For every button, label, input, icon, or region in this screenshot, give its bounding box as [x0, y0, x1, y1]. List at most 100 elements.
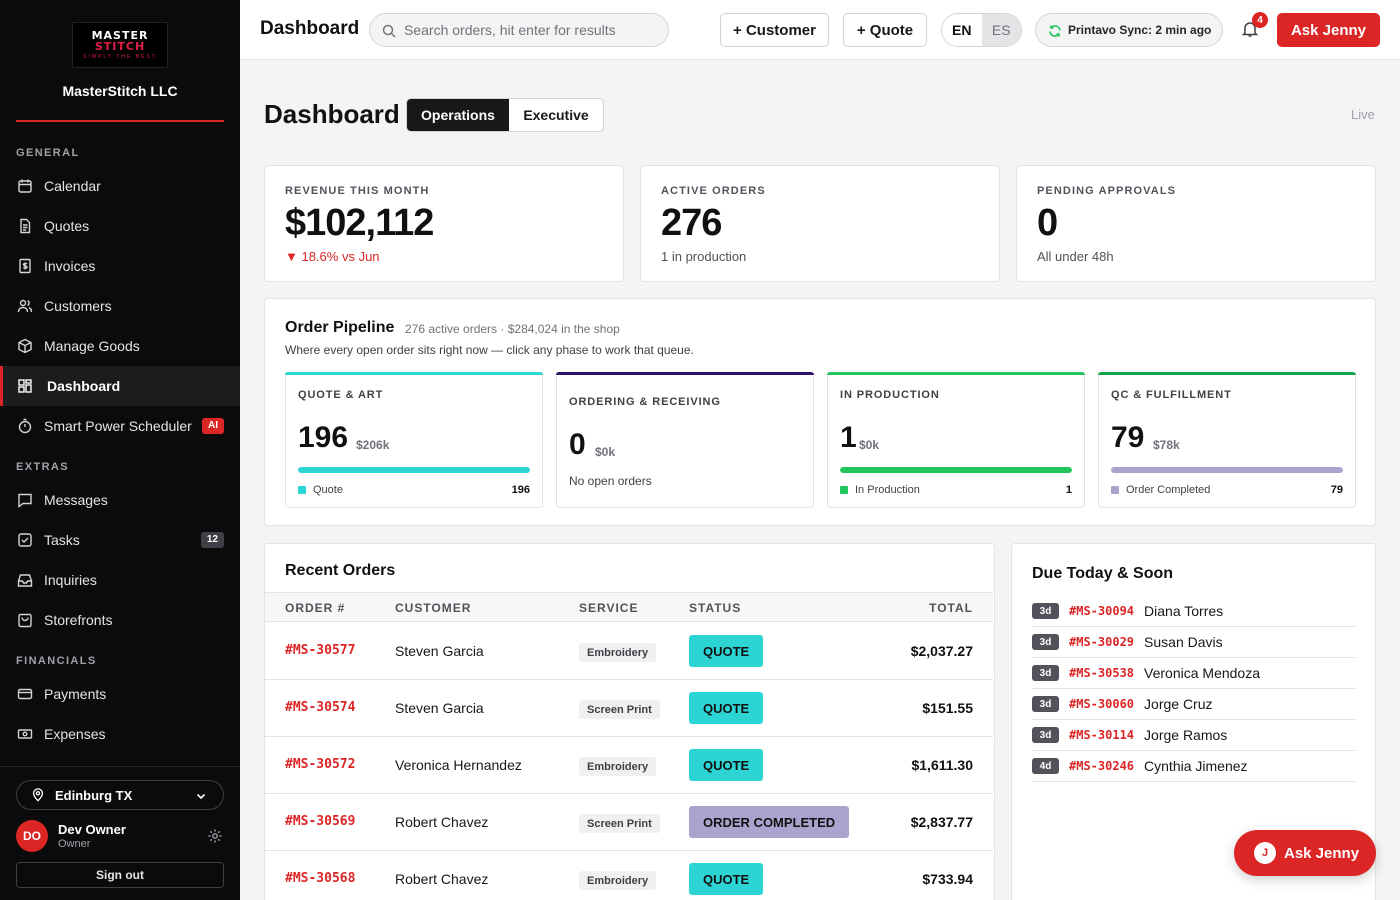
page-title: Dashboard [264, 99, 400, 129]
tab-executive[interactable]: Executive [523, 107, 589, 123]
phase-card-qc-fulfillment[interactable]: QC & FULFILLMENT 79 $78k Order Completed… [1098, 372, 1356, 508]
nav-section-financials: FINANCIALS [16, 655, 97, 667]
order-number-link[interactable]: #MS-30572 [285, 757, 356, 772]
logo-text-top: MASTER [91, 29, 149, 42]
sidebar-item-invoices[interactable]: Invoices [0, 246, 240, 286]
sidebar-item-storefronts[interactable]: Storefronts [0, 600, 240, 640]
nav-section-general: GENERAL [16, 147, 80, 159]
store-icon [18, 613, 32, 628]
stopwatch-icon [18, 418, 32, 434]
table-row[interactable]: #MS-30569 Robert Chavez Screen Print ORDER … [265, 794, 993, 851]
customer-name: Susan Davis [1144, 634, 1223, 650]
status-badge[interactable]: QUOTE [689, 863, 764, 895]
order-number-link[interactable]: #MS-30577 [285, 643, 356, 658]
sidebar-item-quotes[interactable]: Quotes [0, 206, 240, 246]
phase-label: IN PRODUCTION [840, 389, 940, 401]
order-number-link[interactable]: #MS-30569 [285, 814, 356, 829]
list-item[interactable]: 3d #MS-30094 Diana Torres [1032, 596, 1356, 627]
nav-section-extras: EXTRAS [16, 461, 70, 473]
list-item[interactable]: 4d #MS-30246 Cynthia Jimenez [1032, 751, 1356, 782]
sidebar-item-expenses[interactable]: Expenses [0, 714, 240, 754]
add-quote-button[interactable]: + Quote [843, 13, 927, 47]
list-item[interactable]: 3d #MS-30060 Jorge Cruz [1032, 689, 1356, 720]
table-row[interactable]: #MS-30574 Steven Garcia Screen Print QUOTE $… [265, 680, 993, 737]
tab-operations[interactable]: Operations [407, 99, 509, 131]
phase-accent-line [827, 372, 1085, 375]
column-header[interactable]: CUSTOMER [395, 601, 472, 615]
list-item[interactable]: 3d #MS-30538 Veronica Mendoza [1032, 658, 1356, 689]
due-age-badge: 3d [1032, 634, 1059, 650]
topbar-title: Dashboard [260, 18, 360, 39]
kpi-card-active-orders[interactable]: ACTIVE ORDERS 276 1 in production [640, 165, 1000, 282]
search-input[interactable]: Search orders, hit enter for results [369, 13, 669, 47]
table-row[interactable]: #MS-30577 Steven Garcia Embroidery QUOTE $2,… [265, 623, 993, 680]
status-badge[interactable]: QUOTE [689, 749, 764, 781]
card-icon [17, 688, 33, 700]
lang-es-option[interactable]: ES [981, 14, 1021, 46]
column-header[interactable]: ORDER # [285, 601, 346, 615]
column-header[interactable]: STATUS [689, 601, 742, 615]
order-number-link[interactable]: #MS-30246 [1069, 759, 1135, 773]
tasks-count-badge: 12 [200, 532, 224, 548]
sidebar-item-tasks[interactable]: Tasks 12 [0, 520, 240, 560]
column-header[interactable]: SERVICE [579, 601, 639, 615]
location-select[interactable]: Edinburg TX [16, 780, 224, 810]
company-logo[interactable]: MASTER STITCH SIMPLY THE BEST [72, 22, 168, 68]
sidebar-item-label: Inquiries [44, 572, 97, 588]
service-tag: Embroidery [579, 643, 657, 662]
sign-out-button[interactable]: Sign out [16, 862, 224, 888]
order-number-link[interactable]: #MS-30568 [285, 871, 356, 886]
kpi-card-pending-approvals[interactable]: PENDING APPROVALS 0 All under 48h [1016, 165, 1376, 282]
sidebar-item-smart-power-scheduler[interactable]: Smart Power Scheduler AI [0, 406, 240, 446]
sidebar-item-manage-goods[interactable]: Manage Goods [0, 326, 240, 366]
sidebar-item-dashboard[interactable]: Dashboard [0, 366, 240, 406]
sync-status[interactable]: Printavo Sync: 2 min ago [1035, 13, 1223, 47]
kpi-card-revenue[interactable]: REVENUE THIS MONTH $102,112 ▼ 18.6% vs J… [264, 165, 624, 282]
sidebar-item-customers[interactable]: Customers [0, 286, 240, 326]
phase-card-ordering-receiving[interactable]: ORDERING & RECEIVING 0 $0k No open order… [556, 372, 814, 508]
status-badge[interactable]: QUOTE [689, 635, 764, 667]
sidebar-item-label: Manage Goods [44, 338, 140, 354]
gear-icon[interactable] [207, 828, 223, 844]
list-item[interactable]: 3d #MS-30029 Susan Davis [1032, 627, 1356, 658]
order-number-link[interactable]: #MS-30538 [1069, 666, 1135, 680]
sync-status-text: Printavo Sync: 2 min ago [1068, 23, 1212, 37]
add-customer-button[interactable]: + Customer [720, 13, 829, 47]
order-total: $733.94 [922, 871, 973, 887]
order-number-link[interactable]: #MS-30060 [1069, 697, 1135, 711]
map-pin-icon [32, 788, 44, 802]
sidebar-item-calendar[interactable]: Calendar [0, 166, 240, 206]
kpi-trend: ▼ 18.6% vs Jun [285, 249, 380, 264]
phase-card-in-production[interactable]: IN PRODUCTION 1 $0k In Production 1 [827, 372, 1085, 508]
phase-progress-bar [1111, 467, 1343, 473]
ask-jenny-button[interactable]: Ask Jenny [1277, 13, 1380, 47]
order-number-link[interactable]: #MS-30114 [1069, 728, 1135, 742]
column-header[interactable]: TOTAL [929, 601, 973, 615]
phase-accent-line [556, 372, 814, 375]
notification-badge: 4 [1252, 12, 1268, 28]
pipeline-description: Where every open order sits right now — … [285, 343, 694, 357]
top-bar: Dashboard Search orders, hit enter for r… [240, 0, 1400, 60]
table-row[interactable]: #MS-30572 Veronica Hernandez Embroidery QUO… [265, 737, 993, 794]
language-toggle: EN ES [941, 13, 1022, 47]
phase-accent-line [1098, 372, 1356, 375]
order-number-link[interactable]: #MS-30029 [1069, 635, 1135, 649]
sidebar-item-label: Calendar [44, 178, 101, 194]
phase-card-quote-art[interactable]: QUOTE & ART 196 $206k Quote 196 [285, 372, 543, 508]
status-badge[interactable]: QUOTE [689, 692, 764, 724]
order-total: $151.55 [922, 700, 973, 716]
due-soon-title: Due Today & Soon [1032, 565, 1174, 582]
avatar[interactable]: DO [16, 820, 48, 852]
table-row[interactable]: #MS-30568 Robert Chavez Embroidery QUOTE $73… [265, 851, 993, 900]
ask-jenny-floating-button[interactable]: J Ask Jenny [1234, 830, 1376, 876]
list-item[interactable]: 3d #MS-30114 Jorge Ramos [1032, 720, 1356, 751]
lang-en-option[interactable]: EN [942, 14, 982, 46]
sidebar-item-inquiries[interactable]: Inquiries [0, 560, 240, 600]
user-name: Dev Owner [58, 822, 126, 837]
order-number-link[interactable]: #MS-30094 [1069, 604, 1135, 618]
order-number-link[interactable]: #MS-30574 [285, 700, 356, 715]
customer-name: Veronica Hernandez [395, 757, 522, 773]
sidebar-item-payments[interactable]: Payments [0, 674, 240, 714]
status-badge[interactable]: ORDER COMPLETED [689, 806, 850, 838]
sidebar-item-messages[interactable]: Messages [0, 480, 240, 520]
